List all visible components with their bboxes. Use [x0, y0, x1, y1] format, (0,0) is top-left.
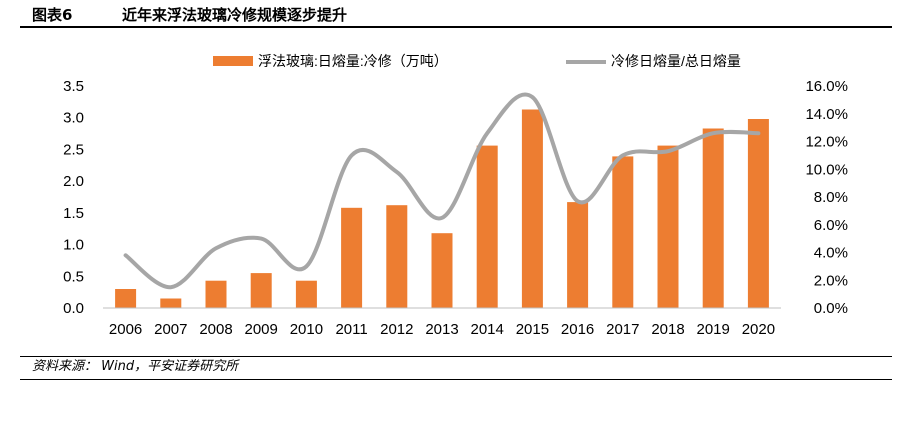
- bar: [521, 109, 543, 308]
- chart: 浮法玻璃:日熔量:冷修（万吨） 冷修日熔量/总日熔量 0.0 0.5 1.0 1.5 2…: [63, 53, 848, 338]
- legend-bar-swatch: [213, 56, 253, 66]
- bottom-rule: [20, 379, 892, 380]
- x-tick-label: 2018: [651, 321, 684, 338]
- x-tick-label: 2007: [154, 321, 187, 338]
- right-tick-label: 0.0%: [814, 300, 848, 317]
- x-tick-label: 2014: [471, 321, 504, 338]
- right-tick-label: 16.0%: [805, 78, 848, 95]
- bar: [567, 202, 589, 308]
- right-tick-label: 14.0%: [805, 106, 848, 123]
- x-axis: 2006 2007 2008 2009 2010 2011 2012 2013 2014 2015…: [109, 321, 775, 338]
- left-tick-label: 3.0: [63, 110, 84, 127]
- bar: [702, 128, 724, 308]
- source-rule: [20, 356, 892, 357]
- figure-title-text: 近年来浮法玻璃冷修规模逐步提升: [122, 6, 348, 24]
- bar: [160, 298, 182, 308]
- bar: [657, 145, 679, 308]
- right-tick-label: 2.0%: [814, 272, 848, 289]
- bar: [476, 145, 498, 308]
- bar: [386, 205, 408, 308]
- left-tick-label: 0.0: [63, 300, 84, 317]
- bar: [250, 273, 272, 308]
- right-axis: 0.0% 2.0% 4.0% 6.0% 8.0% 10.0% 12.0% 14.0% 16.0%: [805, 78, 848, 317]
- figure-number: 图表6: [32, 6, 73, 24]
- x-tick-label: 2011: [335, 321, 367, 338]
- bar: [115, 289, 137, 308]
- left-tick-label: 3.5: [63, 78, 84, 95]
- left-tick-label: 2.0: [63, 173, 84, 190]
- right-tick-label: 12.0%: [805, 134, 848, 151]
- left-tick-label: 2.5: [63, 141, 84, 158]
- bar-series: [115, 109, 769, 308]
- x-tick-label: 2017: [606, 321, 639, 338]
- bar: [747, 119, 769, 308]
- right-tick-label: 4.0%: [814, 245, 848, 262]
- x-tick-label: 2013: [425, 321, 458, 338]
- title-rule: [20, 26, 892, 28]
- x-tick-label: 2006: [109, 321, 142, 338]
- legend: 浮法玻璃:日熔量:冷修（万吨） 冷修日熔量/总日熔量: [213, 53, 741, 69]
- x-tick-label: 2009: [245, 321, 278, 338]
- left-axis: 0.0 0.5 1.0 1.5 2.0 2.5 3.0 3.5: [63, 78, 84, 317]
- bar: [431, 233, 453, 308]
- left-tick-label: 1.0: [63, 237, 84, 254]
- x-tick-label: 2008: [199, 321, 232, 338]
- bar: [612, 156, 634, 308]
- x-tick-label: 2010: [290, 321, 323, 338]
- x-tick-label: 2012: [380, 321, 413, 338]
- x-tick-label: 2020: [742, 321, 775, 338]
- right-tick-label: 8.0%: [814, 189, 848, 206]
- x-tick-label: 2019: [697, 321, 730, 338]
- bar: [295, 280, 317, 308]
- right-tick-label: 10.0%: [805, 161, 848, 178]
- bar: [205, 280, 227, 308]
- bar: [341, 207, 363, 308]
- figure-title: 图表6 近年来浮法玻璃冷修规模逐步提升: [32, 4, 347, 26]
- ratio-line: [123, 92, 761, 290]
- x-tick-label: 2015: [516, 321, 549, 338]
- left-tick-label: 1.5: [63, 205, 84, 222]
- left-tick-label: 0.5: [63, 268, 84, 285]
- right-tick-label: 6.0%: [814, 217, 848, 234]
- x-tick-label: 2016: [561, 321, 594, 338]
- legend-line-label: 冷修日熔量/总日熔量: [611, 53, 741, 69]
- source-note: 资料来源： Wind，平安证券研究所: [32, 359, 239, 374]
- legend-bar-label: 浮法玻璃:日熔量:冷修（万吨）: [258, 53, 448, 69]
